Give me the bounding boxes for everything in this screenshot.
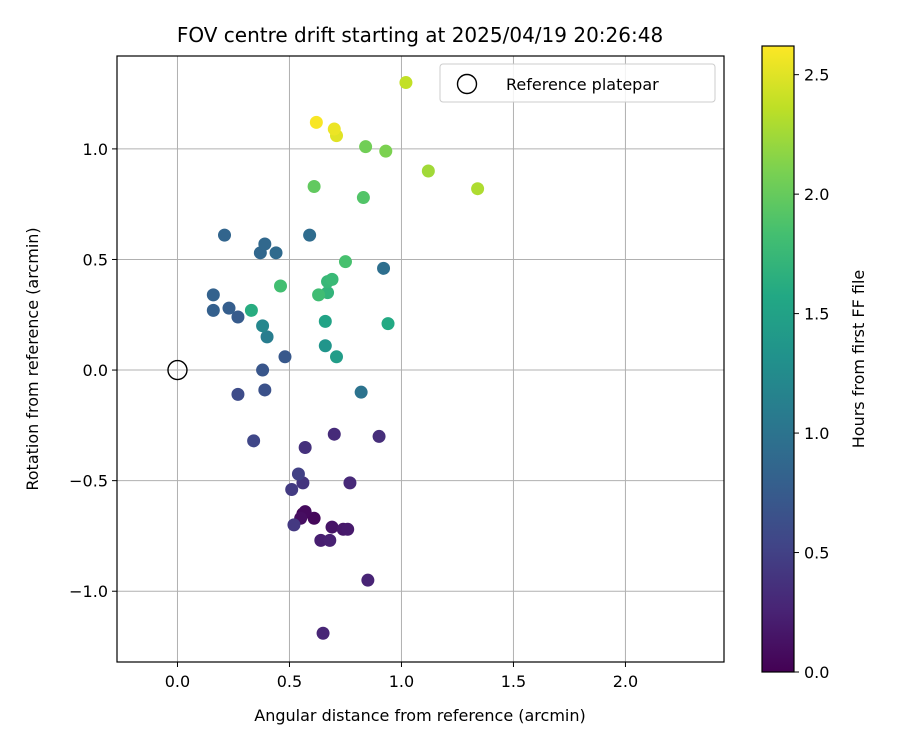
data-point xyxy=(307,511,321,525)
colorbar: 0.0 0.5 1.0 1.5 2.0 2.5 Hours from first FF f… xyxy=(761,45,868,682)
data-point xyxy=(325,272,339,286)
x-tick-label: 0.0 xyxy=(165,672,190,691)
y-tick-label: 0.0 xyxy=(83,361,108,380)
grid-lines xyxy=(117,56,724,662)
x-axis-label: Angular distance from reference (arcmin) xyxy=(254,706,585,725)
colorbar-tick-label: 1.5 xyxy=(804,305,829,324)
data-point xyxy=(399,76,413,90)
data-point xyxy=(330,350,344,364)
reference-marker xyxy=(167,359,188,381)
y-axis-ticks: −1.0 −0.5 0.0 0.5 1.0 xyxy=(69,140,117,601)
data-point xyxy=(314,533,328,547)
colorbar-label: Hours from first FF file xyxy=(849,270,868,449)
colorbar-ticks: 0.0 0.5 1.0 1.5 2.0 2.5 xyxy=(794,66,829,682)
data-point xyxy=(471,182,485,196)
data-point xyxy=(285,482,299,496)
y-tick-label: −1.0 xyxy=(69,582,108,601)
data-point xyxy=(258,383,272,397)
reference-platepar-marker xyxy=(167,359,188,381)
data-point xyxy=(222,301,236,315)
colorbar-tick-label: 2.0 xyxy=(804,185,829,204)
data-point xyxy=(269,246,283,260)
data-point xyxy=(298,440,312,454)
chart-title: FOV centre drift starting at 2025/04/19 … xyxy=(177,23,663,47)
x-tick-label: 0.5 xyxy=(277,672,302,691)
data-point xyxy=(325,520,339,534)
data-point xyxy=(256,319,270,333)
x-axis-ticks: 0.0 0.5 1.0 1.5 2.0 xyxy=(165,662,638,691)
data-point xyxy=(218,228,232,242)
data-point xyxy=(206,288,220,302)
data-points xyxy=(206,76,485,640)
data-point xyxy=(231,310,245,324)
data-point xyxy=(258,237,272,251)
data-point xyxy=(231,387,245,401)
data-point xyxy=(327,427,341,441)
data-point xyxy=(309,115,323,129)
data-point xyxy=(327,122,341,136)
data-point xyxy=(356,191,370,205)
colorbar-frame xyxy=(761,45,795,673)
x-tick-label: 2.0 xyxy=(613,672,638,691)
data-point xyxy=(318,314,332,328)
data-point xyxy=(291,467,305,481)
data-point xyxy=(338,255,352,269)
data-point xyxy=(359,140,373,154)
x-tick-label: 1.5 xyxy=(501,672,526,691)
data-point xyxy=(274,279,288,293)
colorbar-tick-label: 0.5 xyxy=(804,544,829,563)
data-point xyxy=(312,288,326,302)
y-tick-label: 1.0 xyxy=(83,140,108,159)
legend-marker-reference xyxy=(456,73,478,95)
y-axis-label: Rotation from reference (arcmin) xyxy=(23,227,42,490)
data-point xyxy=(354,385,368,399)
data-point xyxy=(318,339,332,353)
data-point xyxy=(278,350,292,364)
data-point xyxy=(244,303,258,317)
data-point xyxy=(260,330,274,344)
legend-box xyxy=(439,63,716,103)
data-point xyxy=(256,363,270,377)
colorbar-tick-label: 1.0 xyxy=(804,424,829,443)
colorbar-gradient xyxy=(762,46,794,672)
data-point xyxy=(379,144,393,158)
data-point xyxy=(307,179,321,193)
y-tick-label: 0.5 xyxy=(83,250,108,269)
data-point xyxy=(361,573,375,587)
data-point xyxy=(381,317,395,331)
data-point xyxy=(341,522,355,536)
data-point xyxy=(323,533,337,547)
data-point xyxy=(303,228,317,242)
y-tick-label: −0.5 xyxy=(69,472,108,491)
data-point xyxy=(372,429,386,443)
data-point xyxy=(206,303,220,317)
colorbar-tick-label: 0.0 xyxy=(804,663,829,682)
legend: Reference platepar xyxy=(439,63,716,103)
x-tick-label: 1.0 xyxy=(389,672,414,691)
data-point xyxy=(316,626,330,640)
colorbar-tick-label: 2.5 xyxy=(804,66,829,85)
data-point xyxy=(377,261,391,275)
data-point xyxy=(247,434,261,448)
data-point xyxy=(343,476,357,490)
data-point xyxy=(287,518,301,532)
plot-frame xyxy=(116,55,725,663)
data-point xyxy=(421,164,435,178)
legend-entry-reference: Reference platepar xyxy=(506,75,659,94)
